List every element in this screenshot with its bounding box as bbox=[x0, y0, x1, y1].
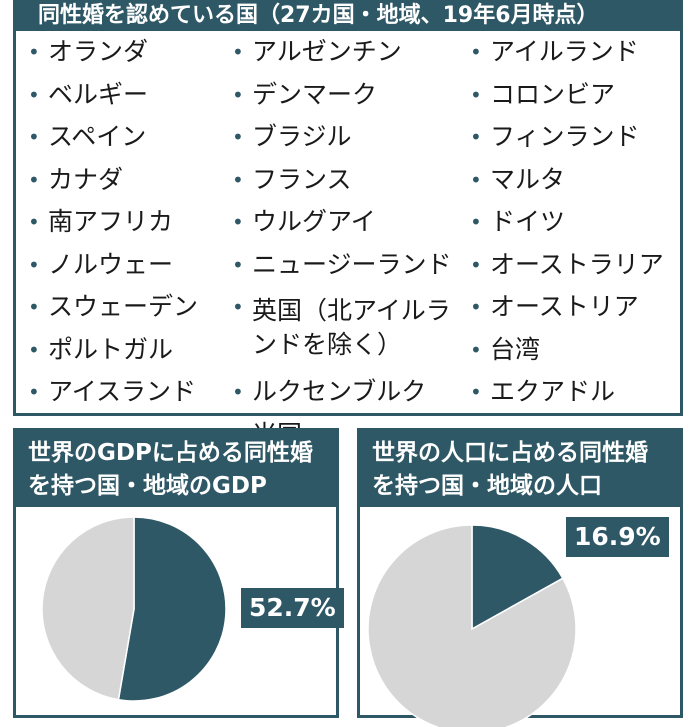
population-chart-title: 世界の人口に占める同性婚を持つ国・地域の人口 bbox=[360, 431, 680, 507]
country-item: ベルギー bbox=[26, 74, 231, 117]
country-list-panel: 同性婚を認めている国（27カ国・地域、19年6月時点） オランダベルギースペイン… bbox=[13, 0, 683, 455]
country-item: ニュージーランド bbox=[230, 244, 475, 287]
country-item: デンマーク bbox=[230, 74, 475, 117]
country-column-1: オランダベルギースペインカナダ南アフリカノルウェースウェーデンポルトガルアイスラ… bbox=[26, 31, 231, 414]
gdp-share-label: 52.7% bbox=[241, 588, 344, 628]
country-item: 台湾 bbox=[468, 329, 683, 372]
country-item: ルクセンブルク bbox=[230, 371, 475, 414]
country-item: オーストリア bbox=[468, 286, 683, 329]
country-item: エクアドル bbox=[468, 371, 683, 414]
gdp-chart-title: 世界のGDPに占める同性婚を持つ国・地域のGDP bbox=[16, 431, 336, 507]
country-item: 英国（北アイルランドを除く） bbox=[230, 286, 475, 371]
country-item: ブラジル bbox=[230, 116, 475, 159]
gdp-share-panel: 世界のGDPに占める同性婚を持つ国・地域のGDP 52.7% bbox=[13, 428, 344, 718]
country-item: オランダ bbox=[26, 31, 231, 74]
gdp-pie-chart bbox=[41, 516, 227, 702]
country-item: マルタ bbox=[468, 159, 683, 202]
country-item: アイスランド bbox=[26, 371, 231, 414]
country-item: スウェーデン bbox=[26, 286, 231, 329]
country-item: フィンランド bbox=[468, 116, 683, 159]
country-item: コロンビア bbox=[468, 74, 683, 117]
country-item: ドイツ bbox=[468, 201, 683, 244]
country-item: フランス bbox=[230, 159, 475, 202]
country-item: カナダ bbox=[26, 159, 231, 202]
country-item: アイルランド bbox=[468, 31, 683, 74]
country-column-2: アルゼンチンデンマークブラジルフランスウルグアイニュージーランド英国（北アイルラ… bbox=[230, 31, 475, 456]
population-share-panel: 世界の人口に占める同性婚を持つ国・地域の人口 16.9% bbox=[357, 428, 683, 727]
pie-slice-0 bbox=[471, 524, 564, 631]
pie-slice-1 bbox=[41, 516, 135, 701]
country-item: ウルグアイ bbox=[230, 201, 475, 244]
country-item: 南アフリカ bbox=[26, 201, 231, 244]
country-item: ノルウェー bbox=[26, 244, 231, 287]
country-item: スペイン bbox=[26, 116, 231, 159]
country-list-title: 同性婚を認めている国（27カ国・地域、19年6月時点） bbox=[16, 0, 680, 31]
population-share-label: 16.9% bbox=[566, 517, 669, 557]
country-item: オーストラリア bbox=[468, 244, 683, 287]
country-item: ポルトガル bbox=[26, 329, 231, 372]
country-column-3: アイルランドコロンビアフィンランドマルタドイツオーストラリアオーストリア台湾エク… bbox=[468, 31, 683, 414]
country-item: アルゼンチン bbox=[230, 31, 475, 74]
